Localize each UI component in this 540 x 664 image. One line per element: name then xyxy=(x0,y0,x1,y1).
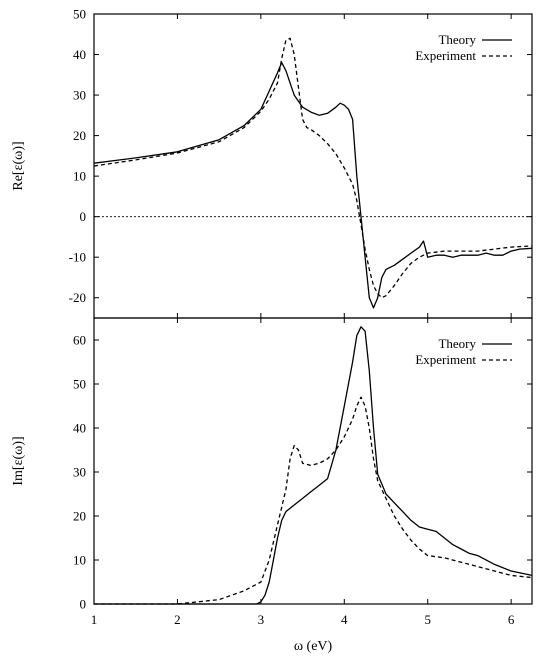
series-line-experiment xyxy=(93,37,533,299)
y-tick-label: 20 xyxy=(73,509,86,524)
legend-label-experiment: Experiment xyxy=(415,352,476,367)
series-line-experiment xyxy=(94,396,533,605)
y-tick-label: -20 xyxy=(69,290,86,305)
y-tick-label: 40 xyxy=(73,47,86,62)
shared-x-axis: 1 2 3 4 5 6 ω (eV) xyxy=(91,612,515,654)
y-tick-label: -10 xyxy=(69,250,86,265)
x-tick-label: 3 xyxy=(258,612,265,627)
y-axis-label: Im[ε(ω)] xyxy=(11,436,26,485)
series-line-theory xyxy=(94,326,533,605)
y-tick-label: 60 xyxy=(73,333,86,348)
legend-label-theory: Theory xyxy=(438,336,476,351)
y-tick-label: 20 xyxy=(73,128,86,143)
y-tick-label: 30 xyxy=(73,465,86,480)
x-tick-label: 1 xyxy=(91,612,98,627)
x-tick-label: 6 xyxy=(508,612,515,627)
x-tick-label: 5 xyxy=(424,612,431,627)
legend-label-theory: Theory xyxy=(438,32,476,47)
series-line-theory xyxy=(93,61,533,309)
legend-label-experiment: Experiment xyxy=(415,48,476,63)
y-tick-label: 10 xyxy=(73,169,86,184)
plot-frame xyxy=(93,317,533,605)
y-axis-label: Re[ε(ω)] xyxy=(11,141,26,190)
top-panel: -20 -10 0 10 20 30 40 50 Re[ε(ω)] TheoryExperimen… xyxy=(11,7,533,319)
y-tick-label: 50 xyxy=(73,377,86,392)
y-tick-label: 40 xyxy=(73,421,86,436)
y-tick-label: 10 xyxy=(73,553,86,568)
x-axis-label: ω (eV) xyxy=(294,639,333,654)
y-tick-label: 0 xyxy=(80,597,87,612)
y-tick-label: 50 xyxy=(73,7,86,22)
y-tick-label: 30 xyxy=(73,88,86,103)
x-tick-label: 2 xyxy=(174,612,181,627)
y-tick-label: 0 xyxy=(80,209,87,224)
x-tick-label: 4 xyxy=(341,612,348,627)
